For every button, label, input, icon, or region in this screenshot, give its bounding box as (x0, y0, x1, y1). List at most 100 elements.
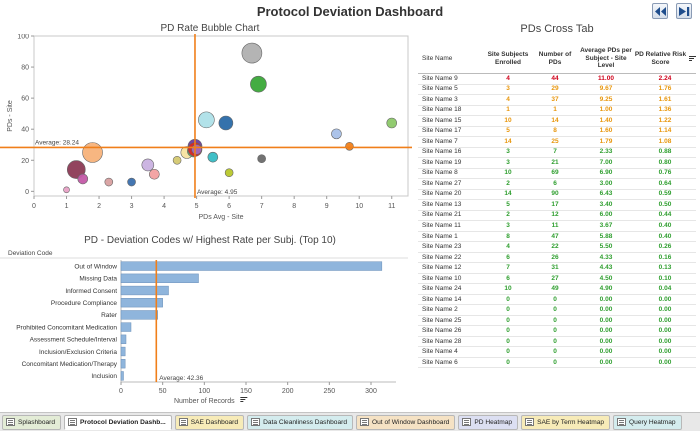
bubble-point[interactable] (198, 111, 215, 129)
bubble-point[interactable] (218, 115, 234, 131)
sheet-tab-label: Query Heatmap (629, 418, 676, 426)
table-row[interactable]: Site Name 26 0 0 0.00 0.00 (418, 326, 696, 337)
risk-cell: 0.00 (658, 337, 672, 345)
bubble-point[interactable] (104, 177, 114, 187)
table-row[interactable]: Site Name 15 10 14 1.40 1.22 (418, 116, 696, 127)
table-row[interactable]: Site Name 28 0 0 0.00 0.00 (418, 337, 696, 348)
crosstab-header: Site Name Site Subjects Enrolled Number … (418, 44, 696, 74)
bar[interactable] (120, 310, 158, 320)
sheet-tab[interactable]: Query Heatmap (613, 414, 682, 430)
sheet-tab[interactable]: Protocol Deviation Dashb... (64, 414, 172, 430)
crosstab-title: PDs Cross Tab (520, 23, 594, 35)
bar-chart[interactable]: Deviation Code Out of Window Missing Data I… (0, 246, 412, 410)
bar[interactable] (120, 334, 127, 344)
bubble-point[interactable] (386, 117, 398, 129)
sheet-tab[interactable]: SAE by Term Heatmap (521, 414, 611, 430)
bubble-point[interactable] (127, 177, 136, 187)
bubble-point[interactable] (141, 158, 155, 172)
header-risk[interactable]: PD Relative Risk Score (634, 44, 696, 73)
bubble-point[interactable] (331, 128, 342, 140)
table-row[interactable]: Site Name 9 4 44 11.00 2.24 (418, 74, 696, 85)
pds-cell: 37 (551, 95, 559, 103)
table-row[interactable]: Site Name 1 8 47 5.88 0.40 (418, 232, 696, 243)
table-row[interactable]: Site Name 27 2 6 3.00 0.64 (418, 179, 696, 190)
site-name-cell: Site Name 12 (422, 264, 462, 272)
table-row[interactable]: Site Name 8 10 69 6.90 0.76 (418, 169, 696, 180)
skip-icon[interactable] (676, 3, 692, 19)
table-row[interactable]: Site Name 12 7 31 4.43 0.13 (418, 263, 696, 274)
pds-cell: 8 (553, 127, 557, 135)
table-row[interactable]: Site Name 14 0 0 0.00 0.00 (418, 295, 696, 306)
subjects-cell: 4 (506, 74, 510, 82)
x-tick-label: 10 (355, 203, 363, 210)
table-row[interactable]: Site Name 5 3 29 9.67 1.76 (418, 85, 696, 96)
bar[interactable] (120, 285, 169, 296)
table-row[interactable]: Site Name 24 10 49 4.90 0.04 (418, 284, 696, 295)
header-subjects[interactable]: Site Subjects Enrolled (487, 50, 529, 66)
bar-category-label: Out of Window (74, 263, 117, 270)
sheet-tab[interactable]: Splashboard (2, 414, 62, 430)
bubble-point[interactable] (345, 141, 354, 151)
table-row[interactable]: Site Name 2 0 0 0.00 0.00 (418, 305, 696, 316)
bar[interactable] (120, 261, 383, 271)
bar[interactable] (120, 359, 126, 369)
bubble-point[interactable] (77, 173, 89, 185)
bubble-point[interactable] (224, 168, 234, 177)
bubble-point[interactable] (149, 168, 160, 180)
sheet-tab-label: Out of Window Dashboard (372, 418, 450, 426)
bubble-point[interactable] (63, 186, 70, 194)
avg-cell: 0.00 (599, 306, 613, 314)
sheet-tab[interactable]: Out of Window Dashboard (356, 414, 456, 430)
table-row[interactable]: Site Name 16 3 7 2.33 0.88 (418, 148, 696, 159)
table-row[interactable]: Site Name 10 6 27 4.50 0.10 (418, 274, 696, 285)
table-row[interactable]: Site Name 7 14 25 1.79 1.08 (418, 137, 696, 148)
header-pds[interactable]: Number of PDs (538, 50, 572, 66)
table-row[interactable]: Site Name 20 14 90 6.43 0.59 (418, 190, 696, 201)
sort-icon[interactable] (689, 55, 696, 62)
table-row[interactable]: Site Name 17 5 8 1.60 1.14 (418, 127, 696, 138)
table-row[interactable]: Site Name 21 2 12 6.00 0.44 (418, 211, 696, 222)
table-row[interactable]: Site Name 11 3 11 3.67 0.40 (418, 221, 696, 232)
header-risk-label: PD Relative Risk Score (634, 50, 687, 66)
sheet-tab[interactable]: Data Cleanliness Dashboard (247, 414, 353, 430)
bubble-point[interactable] (257, 154, 266, 164)
risk-cell: 0.76 (658, 169, 672, 177)
bar-category-label: Concomitant Medication/Therapy (22, 361, 118, 368)
bubble-point[interactable] (172, 155, 182, 165)
table-row[interactable]: Site Name 13 5 17 3.40 0.50 (418, 200, 696, 211)
dashboard-icon (251, 418, 261, 426)
site-name-cell: Site Name 1 (422, 232, 458, 240)
bar[interactable] (120, 346, 126, 357)
table-row[interactable]: Site Name 3 4 37 9.25 1.61 (418, 95, 696, 106)
risk-cell: 0.44 (658, 211, 672, 219)
sheet-tab[interactable]: PD Heatmap (458, 414, 519, 430)
sort-icon[interactable] (240, 397, 248, 402)
bubble-point[interactable] (191, 144, 202, 155)
rewind-icon[interactable] (652, 3, 668, 19)
table-row[interactable]: Site Name 23 4 22 5.50 0.26 (418, 242, 696, 253)
table-row[interactable]: Site Name 22 6 26 4.33 0.16 (418, 253, 696, 264)
bar[interactable] (120, 322, 132, 332)
table-row[interactable]: Site Name 25 0 0 0.00 0.00 (418, 316, 696, 327)
bubble-point[interactable] (207, 151, 219, 163)
bubble-chart[interactable]: 0 20 40 60 80 100 0 1 2 3 4 5 6 7 8 9 10 11 PDs Avg - Site… (0, 34, 412, 232)
bar[interactable] (120, 298, 163, 308)
pds-cell: 0 (553, 358, 557, 366)
header-site-name[interactable]: Site Name (422, 54, 453, 62)
sheet-tab[interactable]: SAE Dashboard (174, 414, 245, 430)
table-row[interactable]: Site Name 4 0 0 0.00 0.00 (418, 347, 696, 358)
avg-cell: 11.00 (598, 74, 614, 82)
bubble-point[interactable] (250, 75, 267, 93)
header-avg[interactable]: Average PDs per Subject - Site Level (580, 46, 632, 70)
bar[interactable] (120, 273, 199, 283)
table-row[interactable]: Site Name 18 1 1 1.00 1.36 (418, 106, 696, 117)
bubble-point[interactable] (82, 142, 103, 163)
subjects-cell: 10 (504, 169, 512, 177)
bar[interactable] (120, 371, 124, 381)
pds-cell: 31 (551, 264, 559, 272)
table-row[interactable]: Site Name 19 3 21 7.00 0.80 (418, 158, 696, 169)
sort-icon-bar (240, 401, 244, 402)
site-name-cell: Site Name 21 (422, 211, 462, 219)
table-row[interactable]: Site Name 6 0 0 0.00 0.00 (418, 358, 696, 369)
bubble-point[interactable] (241, 42, 263, 64)
